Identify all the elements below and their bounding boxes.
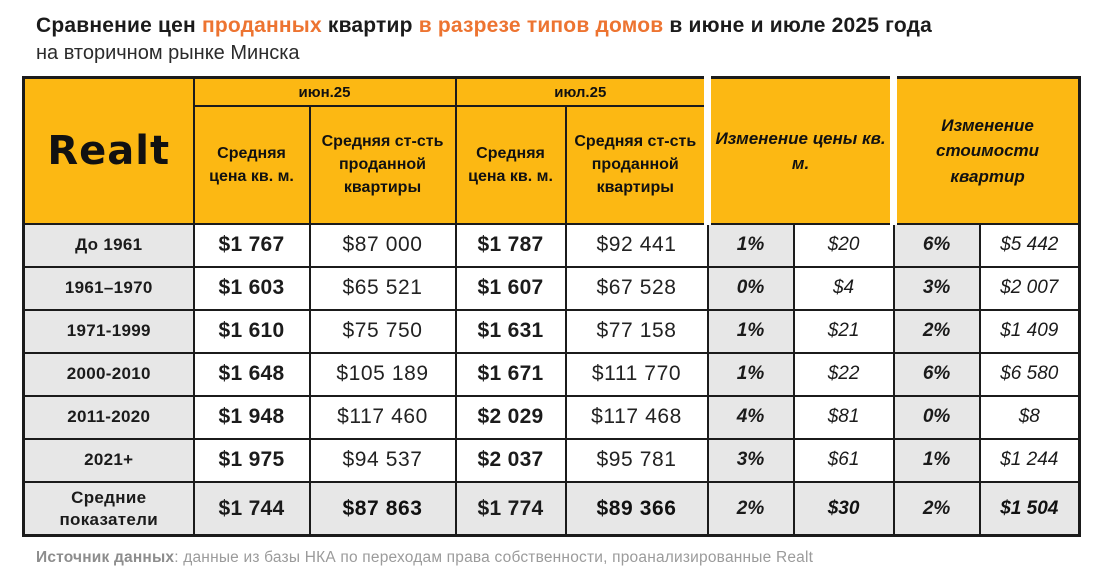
title-block: Сравнение цен проданных квартир в разрез…	[36, 12, 1080, 66]
value-cell: $67 528	[564, 265, 709, 311]
title-segment-highlight: проданных	[201, 14, 322, 37]
table-row: 2000-2010 $1 648 $105 189 $1 671 $111 770 1% $…	[22, 351, 1081, 397]
page-title: Сравнение цен проданных квартир в разрез…	[36, 12, 1080, 40]
column-group-june: июн.25	[192, 76, 457, 107]
value-cell: $30	[792, 480, 895, 537]
value-cell: 3%	[892, 265, 981, 311]
table-row: 2021+ $1 975 $94 537 $2 037 $95 781 3% $61 1% $1…	[22, 437, 1081, 483]
realt-logo: Realt	[22, 76, 195, 225]
table-row: 1971-1999 $1 610 $75 750 $1 631 $77 158 1% $21…	[22, 308, 1081, 354]
title-segment: квартир	[321, 14, 419, 37]
value-cell: $75 750	[308, 308, 457, 354]
value-cell: $2 037	[454, 437, 567, 483]
value-cell: $5 442	[978, 222, 1081, 268]
value-cell: $92 441	[564, 222, 709, 268]
value-cell: $1 774	[454, 480, 567, 537]
summary-row: Средние показатели $1 744 $87 863 $1 774 $89…	[22, 480, 1081, 537]
column-header-july-avg-cost-flat: Средняя ст-сть проданной квартиры	[564, 104, 709, 225]
value-cell: $1 603	[192, 265, 311, 311]
table-header: Realt июн.25 июл.25 Изменение цены кв. м…	[22, 76, 1081, 225]
table-row: 2011-2020 $1 948 $117 460 $2 029 $117 468 4% $…	[22, 394, 1081, 440]
column-header-cost-change: Изменение стоимости квартир	[890, 76, 1081, 225]
data-source-text: : данные из базы НКА по переходам права …	[174, 549, 814, 567]
value-cell: $1 671	[454, 351, 567, 397]
value-cell: $89 366	[564, 480, 709, 537]
value-cell: $1 948	[192, 394, 311, 440]
infographic-page: Сравнение цен проданных квартир в разрез…	[22, 12, 1082, 567]
row-label: 2000-2010	[22, 351, 195, 397]
column-group-july: июл.25	[454, 76, 709, 107]
value-cell: $95 781	[564, 437, 709, 483]
value-cell: $81	[792, 394, 895, 440]
value-cell: 1%	[892, 437, 981, 483]
value-cell: 1%	[706, 351, 795, 397]
value-cell: $20	[792, 222, 895, 268]
table-body: До 1961 $1 767 $87 000 $1 787 $92 441 1% $20 6%…	[22, 222, 1081, 537]
value-cell: $1 409	[978, 308, 1081, 354]
value-cell: $4	[792, 265, 895, 311]
value-cell: $1 607	[454, 265, 567, 311]
value-cell: $1 767	[192, 222, 311, 268]
column-header-price-change: Изменение цены кв. м.	[704, 76, 895, 225]
row-label: Средние показатели	[22, 480, 195, 537]
table-row: До 1961 $1 767 $87 000 $1 787 $92 441 1% $20 6%…	[22, 222, 1081, 268]
value-cell: $61	[792, 437, 895, 483]
value-cell: 6%	[892, 222, 981, 268]
value-cell: 1%	[706, 222, 795, 268]
value-cell: $1 787	[454, 222, 567, 268]
title-segment: Сравнение цен	[36, 14, 202, 37]
value-cell: $2 007	[978, 265, 1081, 311]
value-cell: $8	[978, 394, 1081, 440]
value-cell: $87 863	[308, 480, 457, 537]
value-cell: 2%	[706, 480, 795, 537]
value-cell: $105 189	[308, 351, 457, 397]
value-cell: $6 580	[978, 351, 1081, 397]
value-cell: $1 648	[192, 351, 311, 397]
value-cell: 0%	[892, 394, 981, 440]
price-comparison-table: Realt июн.25 июл.25 Изменение цены кв. м…	[22, 76, 1082, 538]
value-cell: 2%	[892, 480, 981, 537]
row-label: 1971-1999	[22, 308, 195, 354]
value-cell: $22	[792, 351, 895, 397]
row-label: 2011-2020	[22, 394, 195, 440]
column-header-june-avg-cost-flat: Средняя ст-сть проданной квартиры	[308, 104, 457, 225]
value-cell: $1 631	[454, 308, 567, 354]
value-cell: $77 158	[564, 308, 709, 354]
value-cell: $111 770	[564, 351, 709, 397]
row-label: 2021+	[22, 437, 195, 483]
value-cell: $1 610	[192, 308, 311, 354]
data-source-label: Источник данных	[36, 549, 175, 567]
value-cell: $1 244	[978, 437, 1081, 483]
value-cell: 2%	[892, 308, 981, 354]
row-label: До 1961	[22, 222, 195, 268]
value-cell: $94 537	[308, 437, 457, 483]
value-cell: $65 521	[308, 265, 457, 311]
value-cell: $117 460	[308, 394, 457, 440]
value-cell: $2 029	[454, 394, 567, 440]
value-cell: 4%	[706, 394, 795, 440]
table-row: 1961–1970 $1 603 $65 521 $1 607 $67 528 0% $4 3…	[22, 265, 1081, 311]
data-source-note: Источник данных: данные из базы НКА по п…	[36, 549, 1080, 567]
value-cell: $87 000	[308, 222, 457, 268]
value-cell: $21	[792, 308, 895, 354]
column-header-july-avg-price-sqm: Средняя цена кв. м.	[454, 104, 567, 225]
value-cell: $1 504	[978, 480, 1081, 537]
title-segment-highlight: в разрезе типов домов	[418, 14, 664, 37]
value-cell: $1 975	[192, 437, 311, 483]
page-subtitle: на вторичном рынке Минска	[36, 42, 300, 65]
value-cell: $117 468	[564, 394, 709, 440]
column-header-june-avg-price-sqm: Средняя цена кв. м.	[192, 104, 311, 225]
value-cell: 0%	[706, 265, 795, 311]
value-cell: 1%	[706, 308, 795, 354]
row-label: 1961–1970	[22, 265, 195, 311]
value-cell: 3%	[706, 437, 795, 483]
value-cell: 6%	[892, 351, 981, 397]
value-cell: $1 744	[192, 480, 311, 537]
title-segment: в июне и июле 2025 года	[663, 14, 933, 37]
